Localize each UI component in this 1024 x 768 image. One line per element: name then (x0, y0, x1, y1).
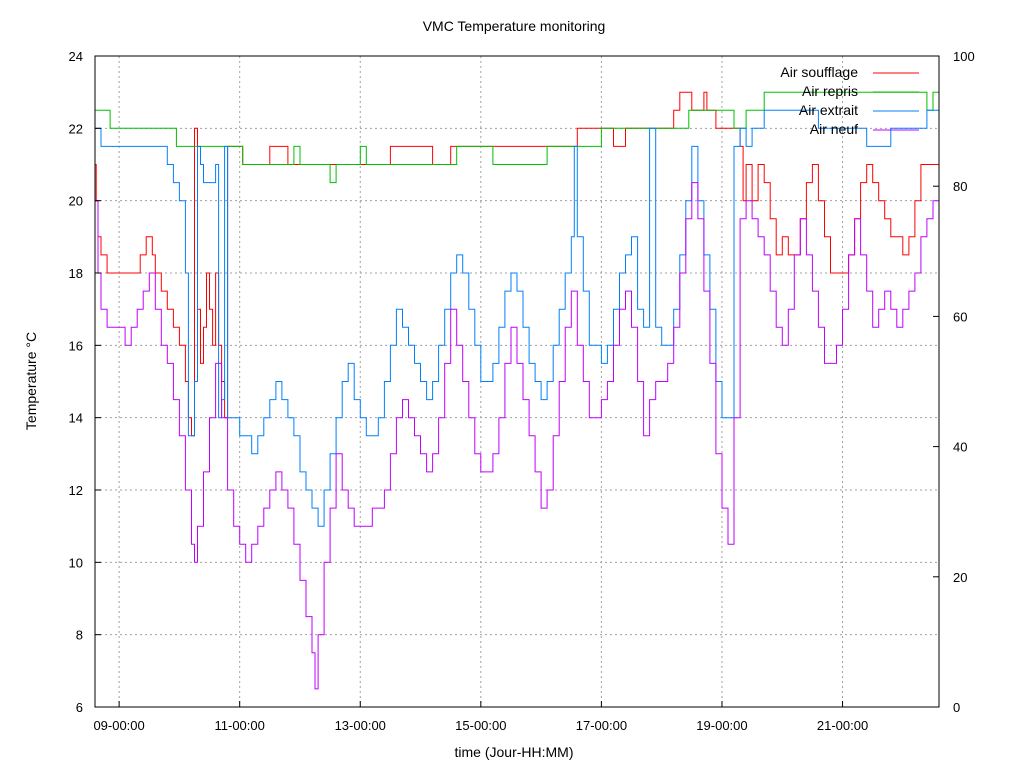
y-tick-label: 24 (69, 49, 83, 64)
series-layer (95, 91, 940, 690)
x-axis: 09-00:00 11-00:00 13-00:00 15-00:00 17-00:00… (93, 701, 868, 733)
legend: Air soufflage Air repris Air extrait Air ne… (780, 64, 919, 137)
x-tick-label: 11-00:00 (215, 718, 265, 733)
x-axis-label: time (Jour-HH:MM) (455, 744, 574, 760)
plot-frame (94, 55, 940, 708)
x-tick-label: 19-00:00 (696, 718, 747, 733)
x-tick-label: 15-00:00 (455, 718, 506, 733)
y-tick-label: 14 (69, 411, 83, 426)
x-tick-label: 17-00:00 (576, 718, 627, 733)
y-tick-label: 10 (69, 555, 83, 570)
x-tick-label: 21-00:00 (817, 718, 868, 733)
y-tick-label: 6 (76, 700, 83, 715)
y-tick-label: 8 (76, 628, 83, 643)
legend-label: Air extrait (799, 102, 858, 118)
y-axis-left: 6 8 10 12 14 16 18 20 22 24 (69, 49, 101, 715)
y2-tick-label: 80 (953, 179, 967, 194)
x-tick-label: 09-00:00 (93, 718, 144, 733)
series-line-3 (95, 109, 939, 527)
y-tick-label: 22 (69, 121, 83, 136)
y2-tick-label: 0 (953, 700, 960, 715)
y-axis-label: Temperature °C (23, 332, 39, 430)
y-axis-right: 0 20 40 60 80 100 (933, 49, 975, 715)
chart-title: VMC Temperature monitoring (423, 18, 606, 34)
y-tick-label: 18 (69, 266, 83, 281)
y2-tick-label: 40 (953, 440, 967, 455)
legend-label: Air soufflage (780, 64, 858, 80)
series-line-4 (95, 182, 940, 690)
y-tick-label: 16 (69, 338, 83, 353)
y-tick-label: 12 (69, 483, 83, 498)
series-line-2 (95, 91, 939, 184)
y-tick-label: 20 (69, 194, 83, 209)
y2-tick-label: 20 (953, 570, 967, 585)
y2-tick-label: 100 (953, 49, 975, 64)
legend-label: Air repris (802, 83, 858, 99)
x-tick-label: 13-00:00 (335, 718, 386, 733)
y2-tick-label: 60 (953, 309, 967, 324)
legend-label: Air neuf (810, 121, 858, 137)
